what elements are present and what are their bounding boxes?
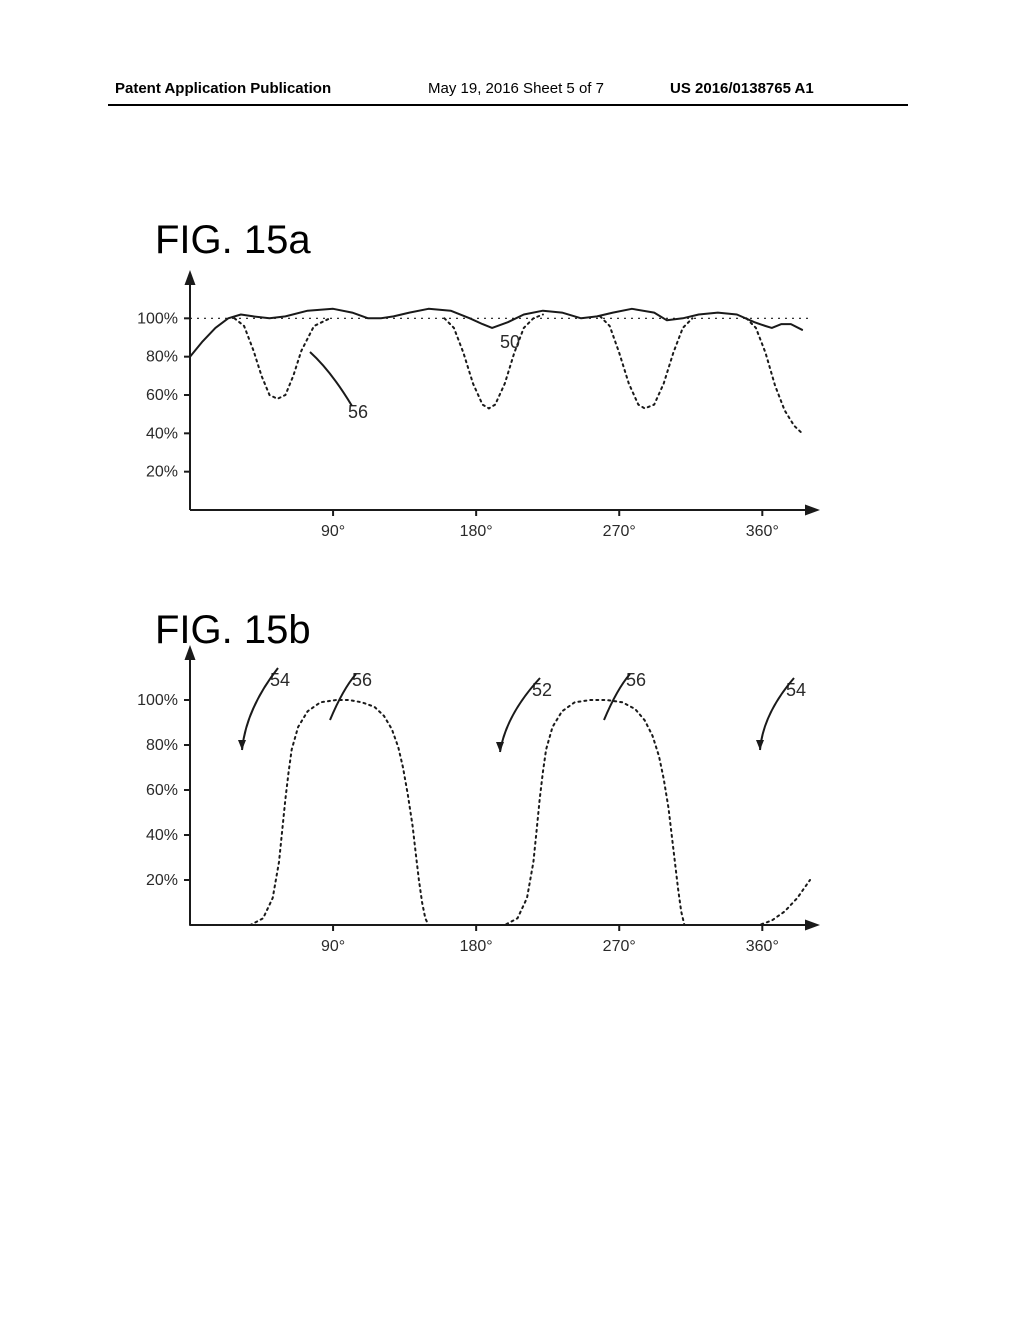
svg-text:90°: 90° [321, 523, 345, 540]
reference-leader [598, 668, 636, 726]
header-left: Patent Application Publication [115, 80, 331, 97]
svg-text:270°: 270° [603, 523, 636, 540]
svg-text:40%: 40% [146, 425, 178, 442]
svg-text:360°: 360° [746, 523, 779, 540]
patent-header: Patent Application Publication May 19, 2… [0, 80, 1024, 104]
svg-text:270°: 270° [603, 938, 636, 955]
svg-text:180°: 180° [460, 523, 493, 540]
svg-text:180°: 180° [460, 938, 493, 955]
reference-leader [304, 346, 358, 412]
svg-text:40%: 40% [146, 827, 178, 844]
svg-text:60%: 60% [146, 782, 178, 799]
figure-15a-title: FIG. 15a [155, 218, 311, 263]
reference-leader [324, 668, 362, 726]
svg-text:80%: 80% [146, 737, 178, 754]
figure-15b-chart: 100% 80% 60% 40% 20% 90° 180° 270° 360° [120, 635, 840, 965]
svg-text:60%: 60% [146, 387, 178, 404]
header-mid: May 19, 2016 Sheet 5 of 7 [428, 80, 604, 97]
reference-arrow [490, 668, 550, 762]
svg-text:100%: 100% [137, 310, 178, 327]
svg-text:90°: 90° [321, 938, 345, 955]
header-right: US 2016/0138765 A1 [670, 80, 814, 97]
header-rule [108, 104, 908, 106]
reference-arrow [232, 658, 288, 760]
svg-text:20%: 20% [146, 464, 178, 481]
svg-text:360°: 360° [746, 938, 779, 955]
svg-text:20%: 20% [146, 872, 178, 889]
figure-15a-chart: 100% 80% 60% 40% 20% 90° 180° 270° 360° [120, 260, 840, 550]
reference-arrow [750, 668, 804, 760]
svg-text:100%: 100% [137, 692, 178, 709]
svg-text:80%: 80% [146, 349, 178, 366]
reference-label: 50 [500, 332, 520, 353]
